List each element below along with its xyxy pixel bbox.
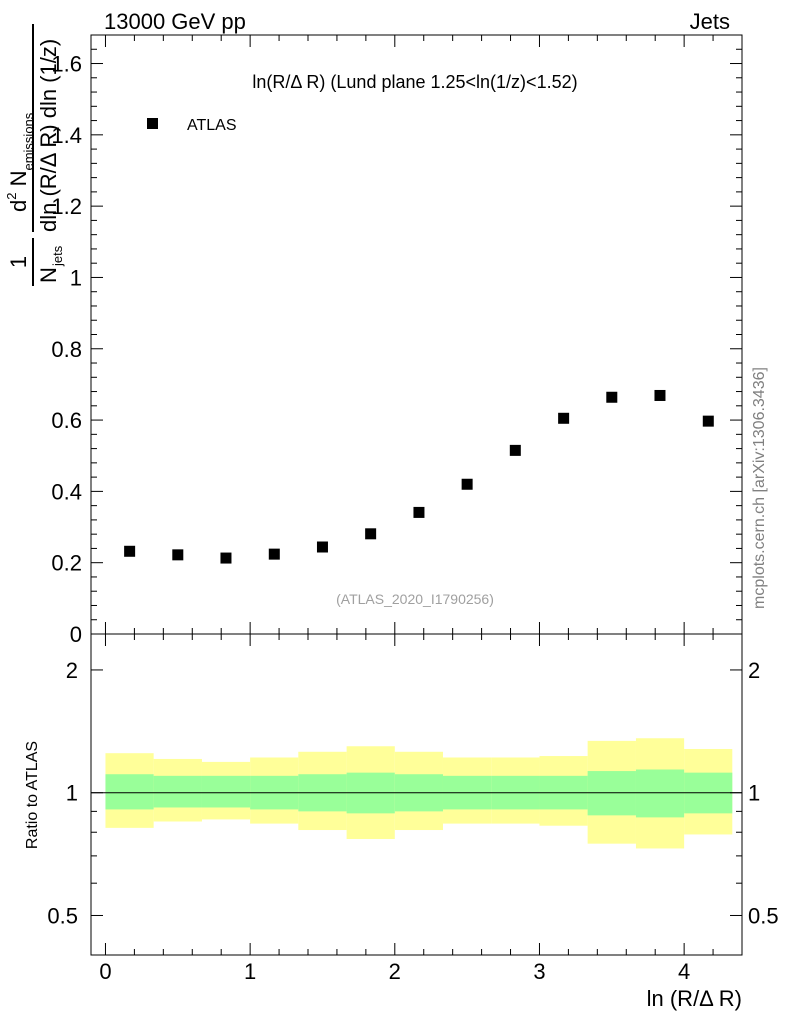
legend-marker [147,118,158,129]
ratio-plot-frame [90,633,743,956]
x-tick-label: 2 [389,959,401,984]
ratio-plot-x-ticks: 0 1 2 3 4 [99,634,743,984]
ratio-y-tick-label: 2 [66,658,78,683]
x-axis-label: ln (R/Δ R) [647,986,742,1011]
uncertainty-band-inner [635,769,685,818]
data-point [124,545,136,557]
x-tick-label: 1 [244,959,256,984]
y-label-numerator: d2 Nemissions [4,112,36,212]
data-point [606,391,618,403]
ratio-y-tick-label-right: 0.5 [748,903,779,928]
ratio-plot-panel: 0.5 0.5 1 1 2 2 0 1 2 3 4 [47,633,779,984]
data-point [413,506,425,518]
analysis-watermark: (ATLAS_2020_I1790256) [336,591,494,607]
uncertainty-band-inner [105,774,154,810]
x-tick-label: 4 [678,959,690,984]
y-label-denominator: dln (R/Δ R) dln (1/z) [36,39,61,232]
data-point [461,478,473,490]
main-plot-y-axis-label: 1 N jets d2 Nemissions dln (R/Δ R) dln (… [4,24,65,286]
ratio-y-tick-label-right: 1 [748,781,760,806]
y-tick-label: 0.8 [51,337,82,362]
main-plot-panel: 0.2 0.4 0.6 0.8 1 1.2 1.4 1.6 0 ln(R/Δ R) (Lund… [51,34,743,647]
y-tick-label: 0.6 [51,408,82,433]
uncertainty-band-inner [201,775,251,808]
side-credit-label: mcplots.cern.ch [arXiv:1306.3436] [751,367,768,609]
y-tick-label: 1 [70,265,82,290]
data-point [220,552,232,564]
y-tick-label: 0.4 [51,479,82,504]
data-point [654,389,666,401]
data-point [172,549,184,561]
ratio-plot-y-ticks: 0.5 0.5 1 1 2 2 [47,658,778,929]
main-plot-data [124,389,714,564]
data-point [558,412,570,424]
ratio-y-tick-label-right: 2 [748,658,760,683]
ratio-plot-data [91,738,742,849]
ratio-y-tick-label: 1 [66,781,78,806]
data-point [509,444,521,456]
x-tick-label: 3 [533,959,545,984]
data-point [702,415,714,427]
y-tick-label: 0.2 [51,551,82,576]
main-plot-title: ln(R/Δ R) (Lund plane 1.25<ln(1/z)<1.52) [252,72,577,92]
y-label-fraction-one-numerator: 1 [6,256,31,268]
main-plot-y-ticks: 0.2 0.4 0.6 0.8 1 1.2 1.4 1.6 [51,48,742,621]
header-right: Jets [690,9,730,34]
y-tick-label: 1.4 [51,123,82,148]
y-tick-label-partial: 0 [70,622,82,647]
ratio-plot-y-axis-label: Ratio to ATLAS [24,741,41,849]
data-point [365,528,377,540]
y-label-denominator-subscript: jets [50,245,65,267]
ratio-y-tick-label: 0.5 [47,903,78,928]
legend-label: ATLAS [187,117,237,134]
uncertainty-band-inner [153,775,202,808]
header-left: 13000 GeV pp [104,9,246,34]
x-tick-label: 0 [99,959,111,984]
y-label-fraction-one-denominator: N [36,267,61,283]
data-point [316,541,328,553]
main-plot-x-ticks [104,35,743,634]
y-tick-label: 1.2 [51,194,82,219]
data-point [268,548,280,560]
y-tick-label: 1.6 [51,52,82,77]
